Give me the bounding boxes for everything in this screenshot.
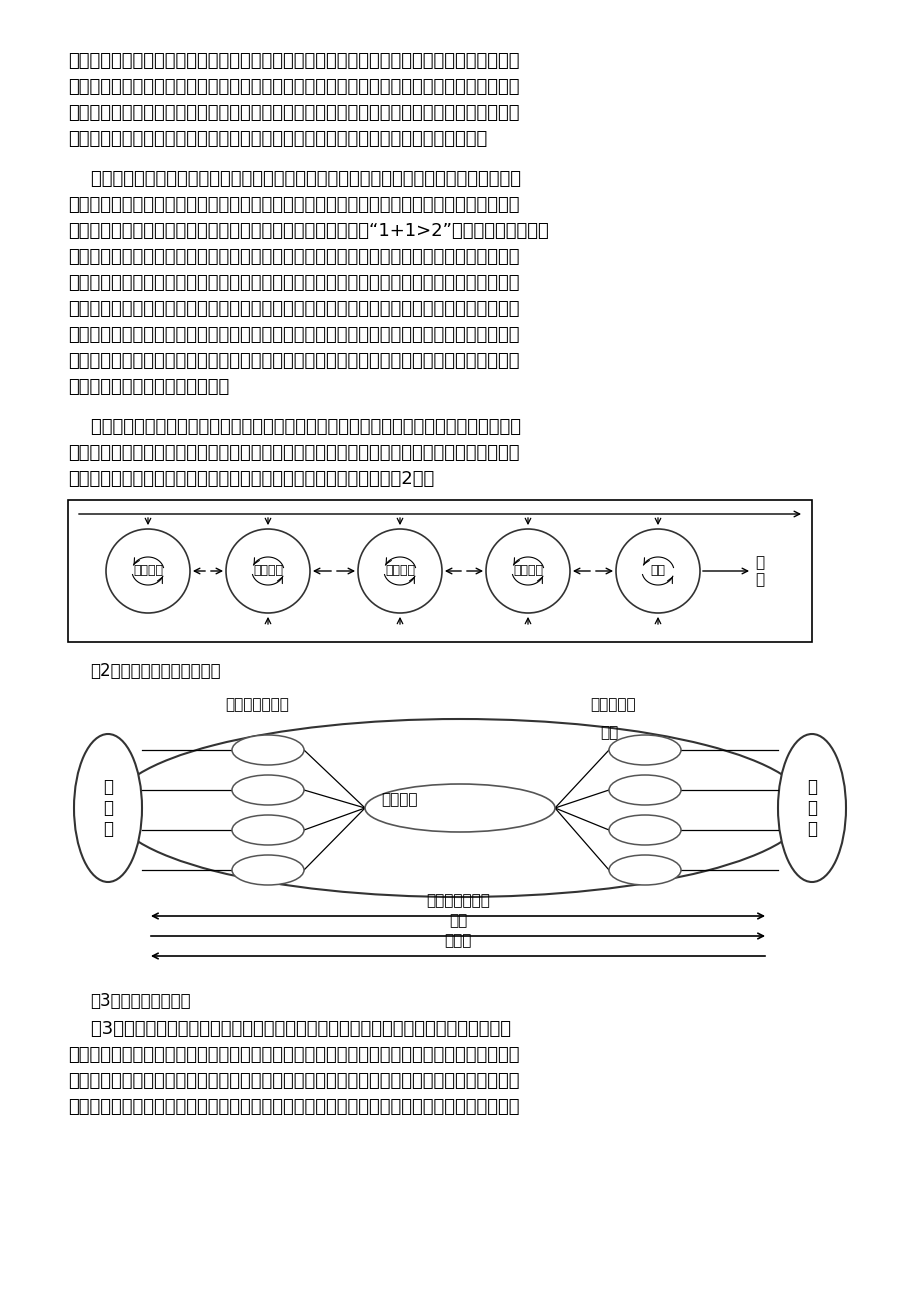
Text: 品不断创新，还可以使有相似顾客的业务单元实现同时增加销售量。这种无形的协同使一种创新: 品不断创新，还可以使有相似顾客的业务单元实现同时增加销售量。这种无形的协同使一种… (68, 352, 519, 370)
Circle shape (485, 529, 570, 613)
Text: 服务: 服务 (650, 565, 664, 578)
Ellipse shape (608, 775, 680, 805)
Text: 市场销售: 市场销售 (513, 565, 542, 578)
Ellipse shape (74, 734, 142, 881)
Text: 核心企业: 核心企业 (381, 793, 418, 807)
Ellipse shape (232, 736, 303, 766)
Text: 用户的用户: 用户的用户 (589, 697, 635, 712)
Circle shape (226, 529, 310, 613)
Text: 业的采购、生产、营销以及人力资源管理的协调统一，各分支机构在资源上的共享、资金上的互: 业的采购、生产、营销以及人力资源管理的协调统一，各分支机构在资源上的共享、资金上… (68, 273, 519, 292)
Text: 信息流、知识流: 信息流、知识流 (425, 893, 490, 907)
Ellipse shape (232, 775, 303, 805)
Text: 补、人员的合理流动等等，都使成本降低。另一方面，各项战略活动的协调互补可以使一项新的: 补、人员的合理流动等等，都使成本降低。另一方面，各项战略活动的协调互补可以使一项… (68, 299, 519, 318)
Text: 资金流: 资金流 (444, 934, 471, 948)
Bar (68, 500, 811, 642)
Text: 不断推广，从而产生更多的创新。: 不断推广，从而产生更多的创新。 (68, 378, 229, 396)
Text: 所谓协同效应，是指企业在战略管理的支配下，企业部实现整体性协调后，由企业部各活动: 所谓协同效应，是指企业在战略管理的支配下，企业部实现整体性协调后，由企业部各活动 (68, 171, 520, 187)
Ellipse shape (232, 815, 303, 845)
Ellipse shape (232, 855, 303, 885)
Circle shape (357, 529, 441, 613)
Text: 顾
客: 顾 客 (754, 555, 764, 587)
Ellipse shape (608, 815, 680, 845)
Text: 把欲开发产品的计划交给研制部门，研制部门负责设计开发产品，在这个过程中要不断向管理部: 把欲开发产品的计划交给研制部门，研制部门负责设计开发产品，在这个过程中要不断向管… (68, 1046, 519, 1064)
Text: 图2协同效应作用机制示意图: 图2协同效应作用机制示意图 (90, 661, 221, 680)
Text: 大于各部分的价值之和。正是这种隐性的、不易被识别的价值增値，为企业带来了竞争优势。企: 大于各部分的价值之和。正是这种隐性的、不易被识别的价值增値，为企业带来了竞争优势… (68, 247, 519, 266)
Text: 供
应
链: 供 应 链 (103, 779, 113, 837)
Circle shape (106, 529, 190, 613)
Ellipse shape (608, 736, 680, 766)
Text: 管理经验得以不断推广和创新，也能够使一项新的技术应用于相关或相似的活动中去，从而使产: 管理经验得以不断推广和创新，也能够使一项新的技术应用于相关或相似的活动中去，从而… (68, 326, 519, 344)
Ellipse shape (777, 734, 845, 881)
Text: 企业处于长期竞争优势。协同效应的作用机制可用动态图来表示（见图2）。: 企业处于长期竞争优势。协同效应的作用机制可用动态图来表示（见图2）。 (68, 470, 434, 488)
Ellipse shape (365, 784, 554, 832)
Text: 需
求
源: 需 求 源 (806, 779, 816, 837)
Text: 生产经营: 生产经营 (384, 565, 414, 578)
Text: 图3供应链的结构模型: 图3供应链的结构模型 (90, 992, 190, 1010)
Ellipse shape (608, 855, 680, 885)
Text: 造活动是相互联系的，只有它们互相协调，步调一致，才能使成本不断降低，创新不断出现，使: 造活动是相互联系的，只有它们互相协调，步调一致，才能使成本不断降低，创新不断出现… (68, 444, 519, 462)
Text: 供应商的供应商: 供应商的供应商 (225, 697, 289, 712)
Text: 的功能来耦合而成的企业整体性功能，它远远超出企业各战略活动的功能之和。企业整体协调后: 的功能来耦合而成的企业整体性功能，它远远超出企业各战略活动的功能之和。企业整体协… (68, 197, 519, 214)
Text: 图3中管理部门的管理活动要综合分析各种因素，制定出战略规划及发展方向，管理部门: 图3中管理部门的管理活动要综合分析各种因素，制定出战略规划及发展方向，管理部门 (68, 1019, 510, 1038)
Text: 所产生的整体功能的增强，称之为协同效应，可以简单地表示为“1+1>2”，即公司的整体价值: 所产生的整体功能的增强，称之为协同效应，可以简单地表示为“1+1>2”，即公司的… (68, 223, 548, 240)
Text: 研发活动: 研发活动 (253, 565, 283, 578)
Circle shape (616, 529, 699, 613)
Text: 管理活动: 管理活动 (133, 565, 163, 578)
Text: 而行业的垓断优势来自于该行业的某些特定行业的垓断优势。对此，笔者持赞同态度，但也有自: 而行业的垓断优势来自于该行业的某些特定行业的垓断优势。对此，笔者持赞同态度，但也… (68, 52, 519, 70)
Text: 门和销售部门之间、销售部门和服务部门之间也存在着双向的信息交流。另一方面，每个部门之: 门和销售部门之间、销售部门和服务部门之间也存在着双向的信息交流。另一方面，每个部… (68, 1098, 519, 1116)
Text: 用户: 用户 (599, 725, 618, 740)
Text: 门反馈信息，使其不断调整计划和方向，使之不断完善。同样研发部门和生产部门之间、生产部: 门反馈信息，使其不断调整计划和方向，使之不断完善。同样研发部门和生产部门之间、生… (68, 1072, 519, 1090)
Text: 企业部的协同效应，亦即企业部协同。协同效应被分解的各项战略活动实现有机整合，促使企业: 企业部的协同效应，亦即企业部协同。协同效应被分解的各项战略活动实现有机整合，促使… (68, 104, 519, 122)
Text: 协同使企业长期具有竞争优势，取决于两个因素：一是协同的作用机制。企业的各项价值创: 协同使企业长期具有竞争优势，取决于两个因素：一是协同的作用机制。企业的各项价值创 (68, 418, 520, 436)
Text: 物流: 物流 (448, 913, 467, 928)
Text: 成本降低，创新能力增强，竞争优势的模仿性难度加大，从而使企业长期处于竞争优势。: 成本降低，创新能力增强，竞争优势的模仿性难度加大，从而使企业长期处于竞争优势。 (68, 130, 487, 148)
Text: 己的另外一些看法。笔者认为，价值链管理的核心是使企业形成竞争优势，但竞争优势的来源是: 己的另外一些看法。笔者认为，价值链管理的核心是使企业形成竞争优势，但竞争优势的来… (68, 78, 519, 96)
